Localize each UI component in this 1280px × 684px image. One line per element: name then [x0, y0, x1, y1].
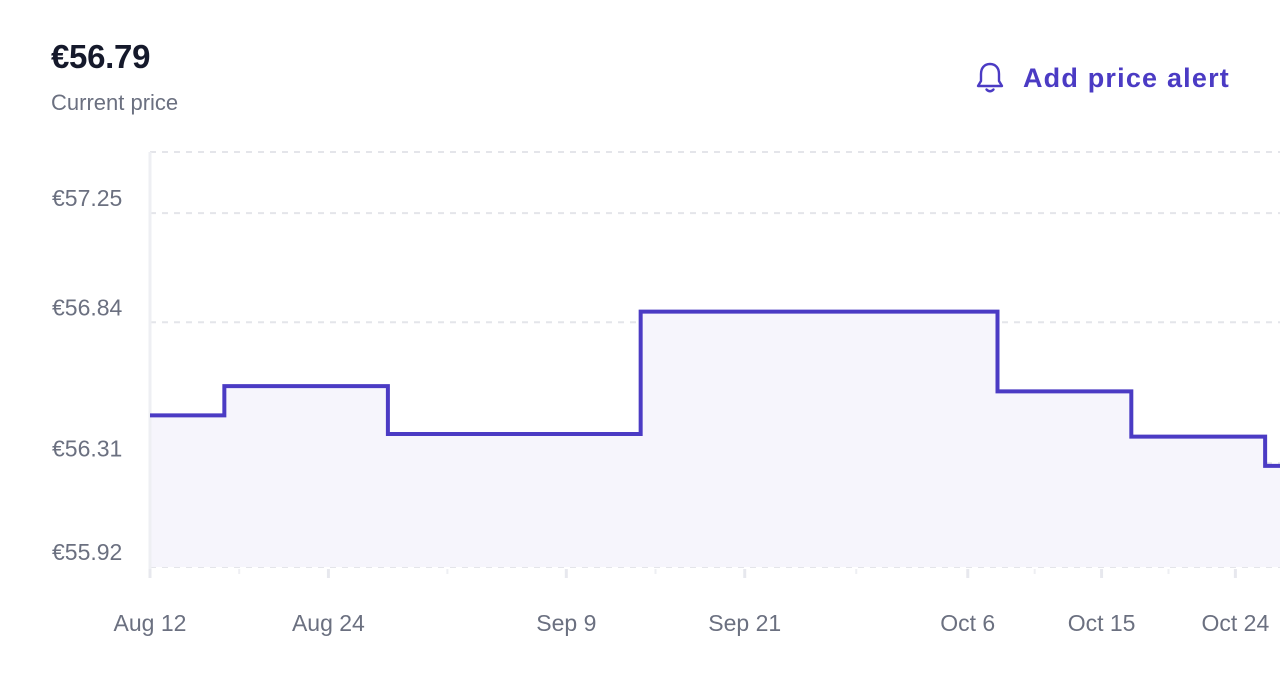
price-step-line	[150, 309, 1280, 468]
current-price: €56.79	[51, 38, 151, 75]
x-tick-label: Aug 24	[292, 610, 365, 636]
y-tick-label: €56.31	[52, 435, 122, 461]
x-tick-label: Aug 12	[114, 610, 187, 636]
current-price-label: Current price	[51, 90, 179, 115]
add-price-alert-button[interactable]: Add price alert	[975, 56, 1230, 100]
x-tick-label: Sep 9	[536, 610, 596, 636]
bell-icon	[975, 61, 1005, 95]
add-price-alert-label: Add price alert	[1022, 62, 1230, 93]
y-tick-label: €55.92	[52, 539, 122, 565]
y-tick-label: €57.25	[52, 185, 122, 211]
x-tick-label: Oct 6	[940, 610, 995, 636]
y-tick-label: €56.84	[52, 294, 123, 320]
x-tick-label: Sep 21	[708, 610, 781, 636]
price-area-fill	[150, 311, 1280, 567]
x-tick-label: Oct 15	[1068, 610, 1136, 636]
x-tick-label: Oct 24	[1202, 610, 1270, 636]
